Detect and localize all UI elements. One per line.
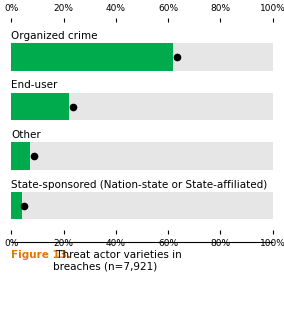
Text: Figure 13.: Figure 13. — [11, 250, 71, 260]
Bar — [11, 44, 273, 71]
Bar — [11, 192, 273, 219]
Text: Threat actor varieties in
breaches (n=7,921): Threat actor varieties in breaches (n=7,… — [53, 250, 182, 271]
Text: End-user: End-user — [11, 81, 58, 91]
Text: State-sponsored (Nation-state or State-affiliated): State-sponsored (Nation-state or State-a… — [11, 180, 268, 189]
Bar — [11, 142, 30, 170]
Bar — [11, 44, 173, 71]
Bar — [11, 93, 69, 120]
Bar — [11, 192, 22, 219]
Text: Organized crime: Organized crime — [11, 31, 98, 41]
Text: Other: Other — [11, 130, 41, 140]
Bar — [11, 93, 273, 120]
Bar — [11, 142, 273, 170]
